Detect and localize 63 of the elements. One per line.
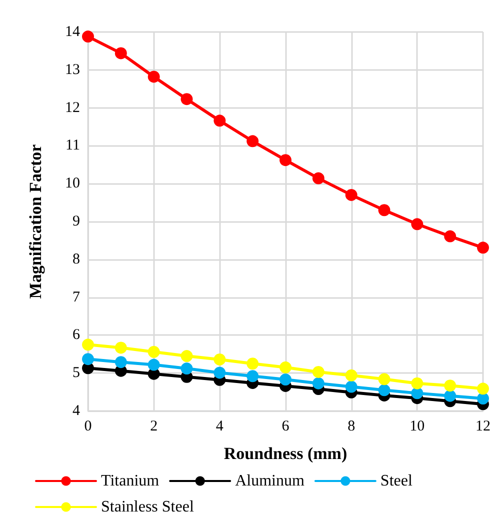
x-tick-label: 4: [216, 418, 224, 434]
y-tick-label: 7: [72, 289, 80, 306]
y-tick-label: 5: [72, 365, 80, 382]
point: [246, 358, 259, 370]
point: [246, 370, 259, 382]
point: [444, 390, 456, 402]
y-tick-label: 14: [65, 24, 80, 40]
point: [312, 377, 324, 390]
point: [246, 135, 259, 148]
legend-label: Aluminum: [235, 472, 305, 490]
y-tick-label: 8: [72, 251, 80, 268]
x-tick-label: 0: [84, 418, 92, 434]
x-tick-label: 12: [476, 418, 490, 434]
point: [214, 114, 226, 127]
point: [477, 382, 489, 395]
point: [477, 242, 489, 254]
point: [114, 342, 127, 354]
x-tick-label: 10: [410, 418, 425, 434]
point: [148, 358, 160, 371]
point: [312, 172, 324, 184]
point: [280, 361, 292, 374]
point: [214, 353, 226, 366]
point: [345, 380, 358, 393]
point: [180, 362, 193, 375]
y-tick-label: 12: [65, 100, 80, 116]
point: [444, 380, 456, 392]
point: [148, 70, 160, 83]
legend-label: Titanium: [101, 472, 160, 490]
y-axis-title: Magnification Factor: [26, 144, 45, 299]
y-tick-label: 6: [72, 327, 80, 344]
x-tick-label: 6: [282, 418, 290, 434]
point: [180, 350, 193, 362]
y-tick-label: 13: [65, 62, 80, 78]
point: [411, 387, 424, 400]
point: [378, 204, 390, 216]
point: [280, 154, 292, 166]
y-tick-label: 11: [66, 138, 80, 154]
point: [312, 366, 324, 378]
point: [345, 369, 358, 382]
point: [444, 230, 456, 242]
y-tick-label: 10: [65, 176, 80, 192]
point: [114, 47, 127, 60]
point: [82, 338, 94, 351]
legend-label: Steel: [380, 472, 413, 490]
point: [114, 356, 127, 368]
point: [411, 377, 424, 390]
legend-label: Stainless Steel: [101, 498, 194, 516]
point: [82, 353, 94, 366]
y-tick-label: 9: [72, 214, 80, 230]
point: [345, 188, 358, 201]
point: [280, 374, 292, 386]
x-tick-label: 2: [150, 418, 158, 434]
x-tick-label: 8: [348, 418, 356, 434]
point: [148, 346, 160, 358]
x-axis-title: Roundness (mm): [224, 444, 348, 463]
point: [477, 392, 489, 404]
y-tick-label: 4: [72, 403, 80, 419]
point: [411, 218, 424, 230]
point: [214, 366, 226, 379]
point: [378, 373, 390, 386]
point: [378, 384, 390, 396]
point: [82, 30, 94, 43]
point: [180, 93, 193, 106]
